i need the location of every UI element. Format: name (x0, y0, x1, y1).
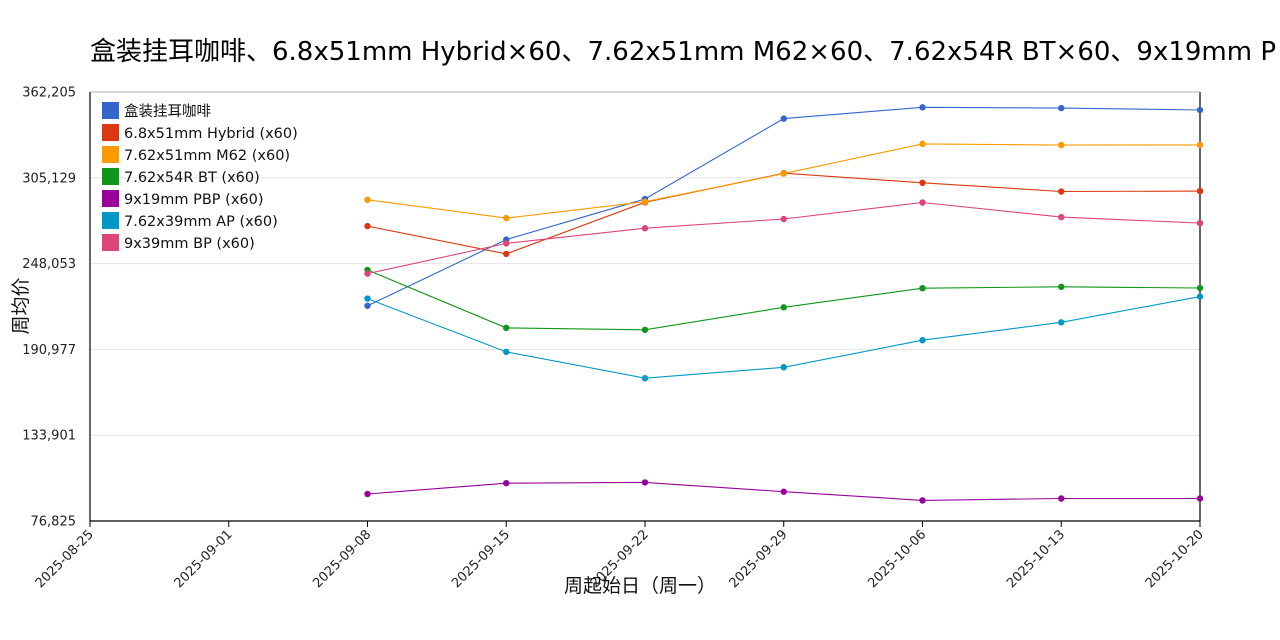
data-point (1058, 104, 1065, 112)
series-line (367, 106, 1201, 307)
data-point (641, 326, 649, 334)
data-point (780, 170, 787, 177)
y-tick-label: 133,901 (22, 429, 76, 444)
data-point (503, 250, 510, 258)
legend-label: 9x19mm PBP (x60) (124, 192, 264, 208)
x-tick-label: 2025-10-20 (1143, 527, 1207, 591)
x-tick-label: 2025-09-01 (172, 527, 236, 591)
data-point (1058, 283, 1065, 291)
series-line (367, 269, 1201, 331)
legend-label: 盒装挂耳咖啡 (124, 103, 211, 120)
data-point (503, 324, 510, 332)
data-point (1196, 219, 1204, 227)
data-point (919, 199, 926, 206)
series-1 (364, 169, 1204, 258)
legend-swatch (102, 190, 119, 207)
legend-label: 7.62x39mm AP (x60) (124, 214, 278, 230)
data-point (364, 270, 371, 277)
series-line (367, 143, 1201, 219)
data-point (780, 304, 787, 311)
legend-swatch (102, 146, 119, 163)
data-point (641, 375, 649, 382)
data-point (1196, 141, 1204, 149)
legend-label: 9x39mm BP (x60) (124, 236, 255, 252)
gridlines (90, 177, 1200, 436)
data-point (641, 479, 649, 486)
data-point (641, 198, 649, 205)
legend-swatch (102, 124, 119, 141)
legend: 盒装挂耳咖啡 6.8x51mm Hybrid (x60) 7.62x51mm M62… (102, 102, 298, 252)
x-tick-label: 2025-10-13 (1004, 527, 1068, 591)
data-point (1058, 495, 1065, 502)
x-tick-label: 2025-09-15 (449, 527, 513, 591)
y-tick-label: 248,053 (22, 257, 76, 272)
series-5 (364, 293, 1204, 382)
data-point (364, 490, 371, 498)
data-point (503, 348, 510, 356)
data-point (919, 104, 926, 111)
series-2 (364, 140, 1204, 222)
y-tick-label: 76,825 (31, 515, 77, 530)
data-point (364, 302, 371, 309)
y-axis-label: 周均价 (10, 277, 32, 334)
series-0 (364, 104, 1204, 309)
data-point (1196, 106, 1204, 114)
legend-label: 6.8x51mm Hybrid (x60) (124, 126, 298, 142)
data-point (919, 336, 926, 344)
series-4 (364, 479, 1204, 504)
data-point (919, 140, 926, 148)
data-point (919, 284, 926, 292)
legend-swatch (102, 102, 119, 119)
series-line (367, 172, 1201, 255)
series-3 (364, 266, 1204, 334)
y-tick-label: 305,129 (22, 171, 76, 186)
legend-label: 7.62x54R BT (x60) (124, 170, 260, 186)
legend-swatch (102, 234, 119, 251)
data-point (1058, 188, 1065, 195)
legend-label: 7.62x51mm M62 (x60) (124, 148, 290, 164)
legend-swatch (102, 168, 119, 185)
data-point (1058, 141, 1065, 149)
data-point (1196, 284, 1204, 292)
series-line (367, 201, 1201, 275)
data-point (780, 215, 787, 223)
data-point (364, 196, 371, 203)
x-axis-label: 周起始日（周一） (564, 575, 716, 597)
series-6 (364, 199, 1204, 277)
data-point (919, 497, 926, 504)
x-tick-label: 2025-09-08 (310, 527, 374, 591)
series-lines (364, 104, 1204, 504)
data-point (1058, 319, 1065, 326)
data-point (503, 214, 510, 222)
y-tick-label: 362,205 (22, 86, 76, 101)
data-point (641, 225, 649, 232)
data-point (1196, 187, 1204, 195)
data-point (364, 295, 371, 302)
x-tick-label: 2025-08-25 (33, 527, 97, 591)
data-point (780, 364, 787, 371)
x-tick-label: 2025-10-06 (865, 527, 929, 591)
data-point (503, 479, 510, 487)
chart-title: 盒装挂耳咖啡、6.8x51mm Hybrid×60、7.62x51mm M62×… (90, 37, 1276, 67)
y-tick-label: 190,977 (22, 343, 76, 358)
legend-swatch (102, 212, 119, 229)
data-point (919, 179, 926, 187)
data-point (1196, 293, 1204, 300)
data-point (503, 240, 510, 247)
data-point (780, 115, 787, 122)
x-tick-label: 2025-09-29 (727, 527, 791, 591)
data-point (780, 488, 787, 495)
data-point (364, 222, 371, 230)
data-point (1196, 495, 1204, 502)
data-point (1058, 213, 1065, 221)
